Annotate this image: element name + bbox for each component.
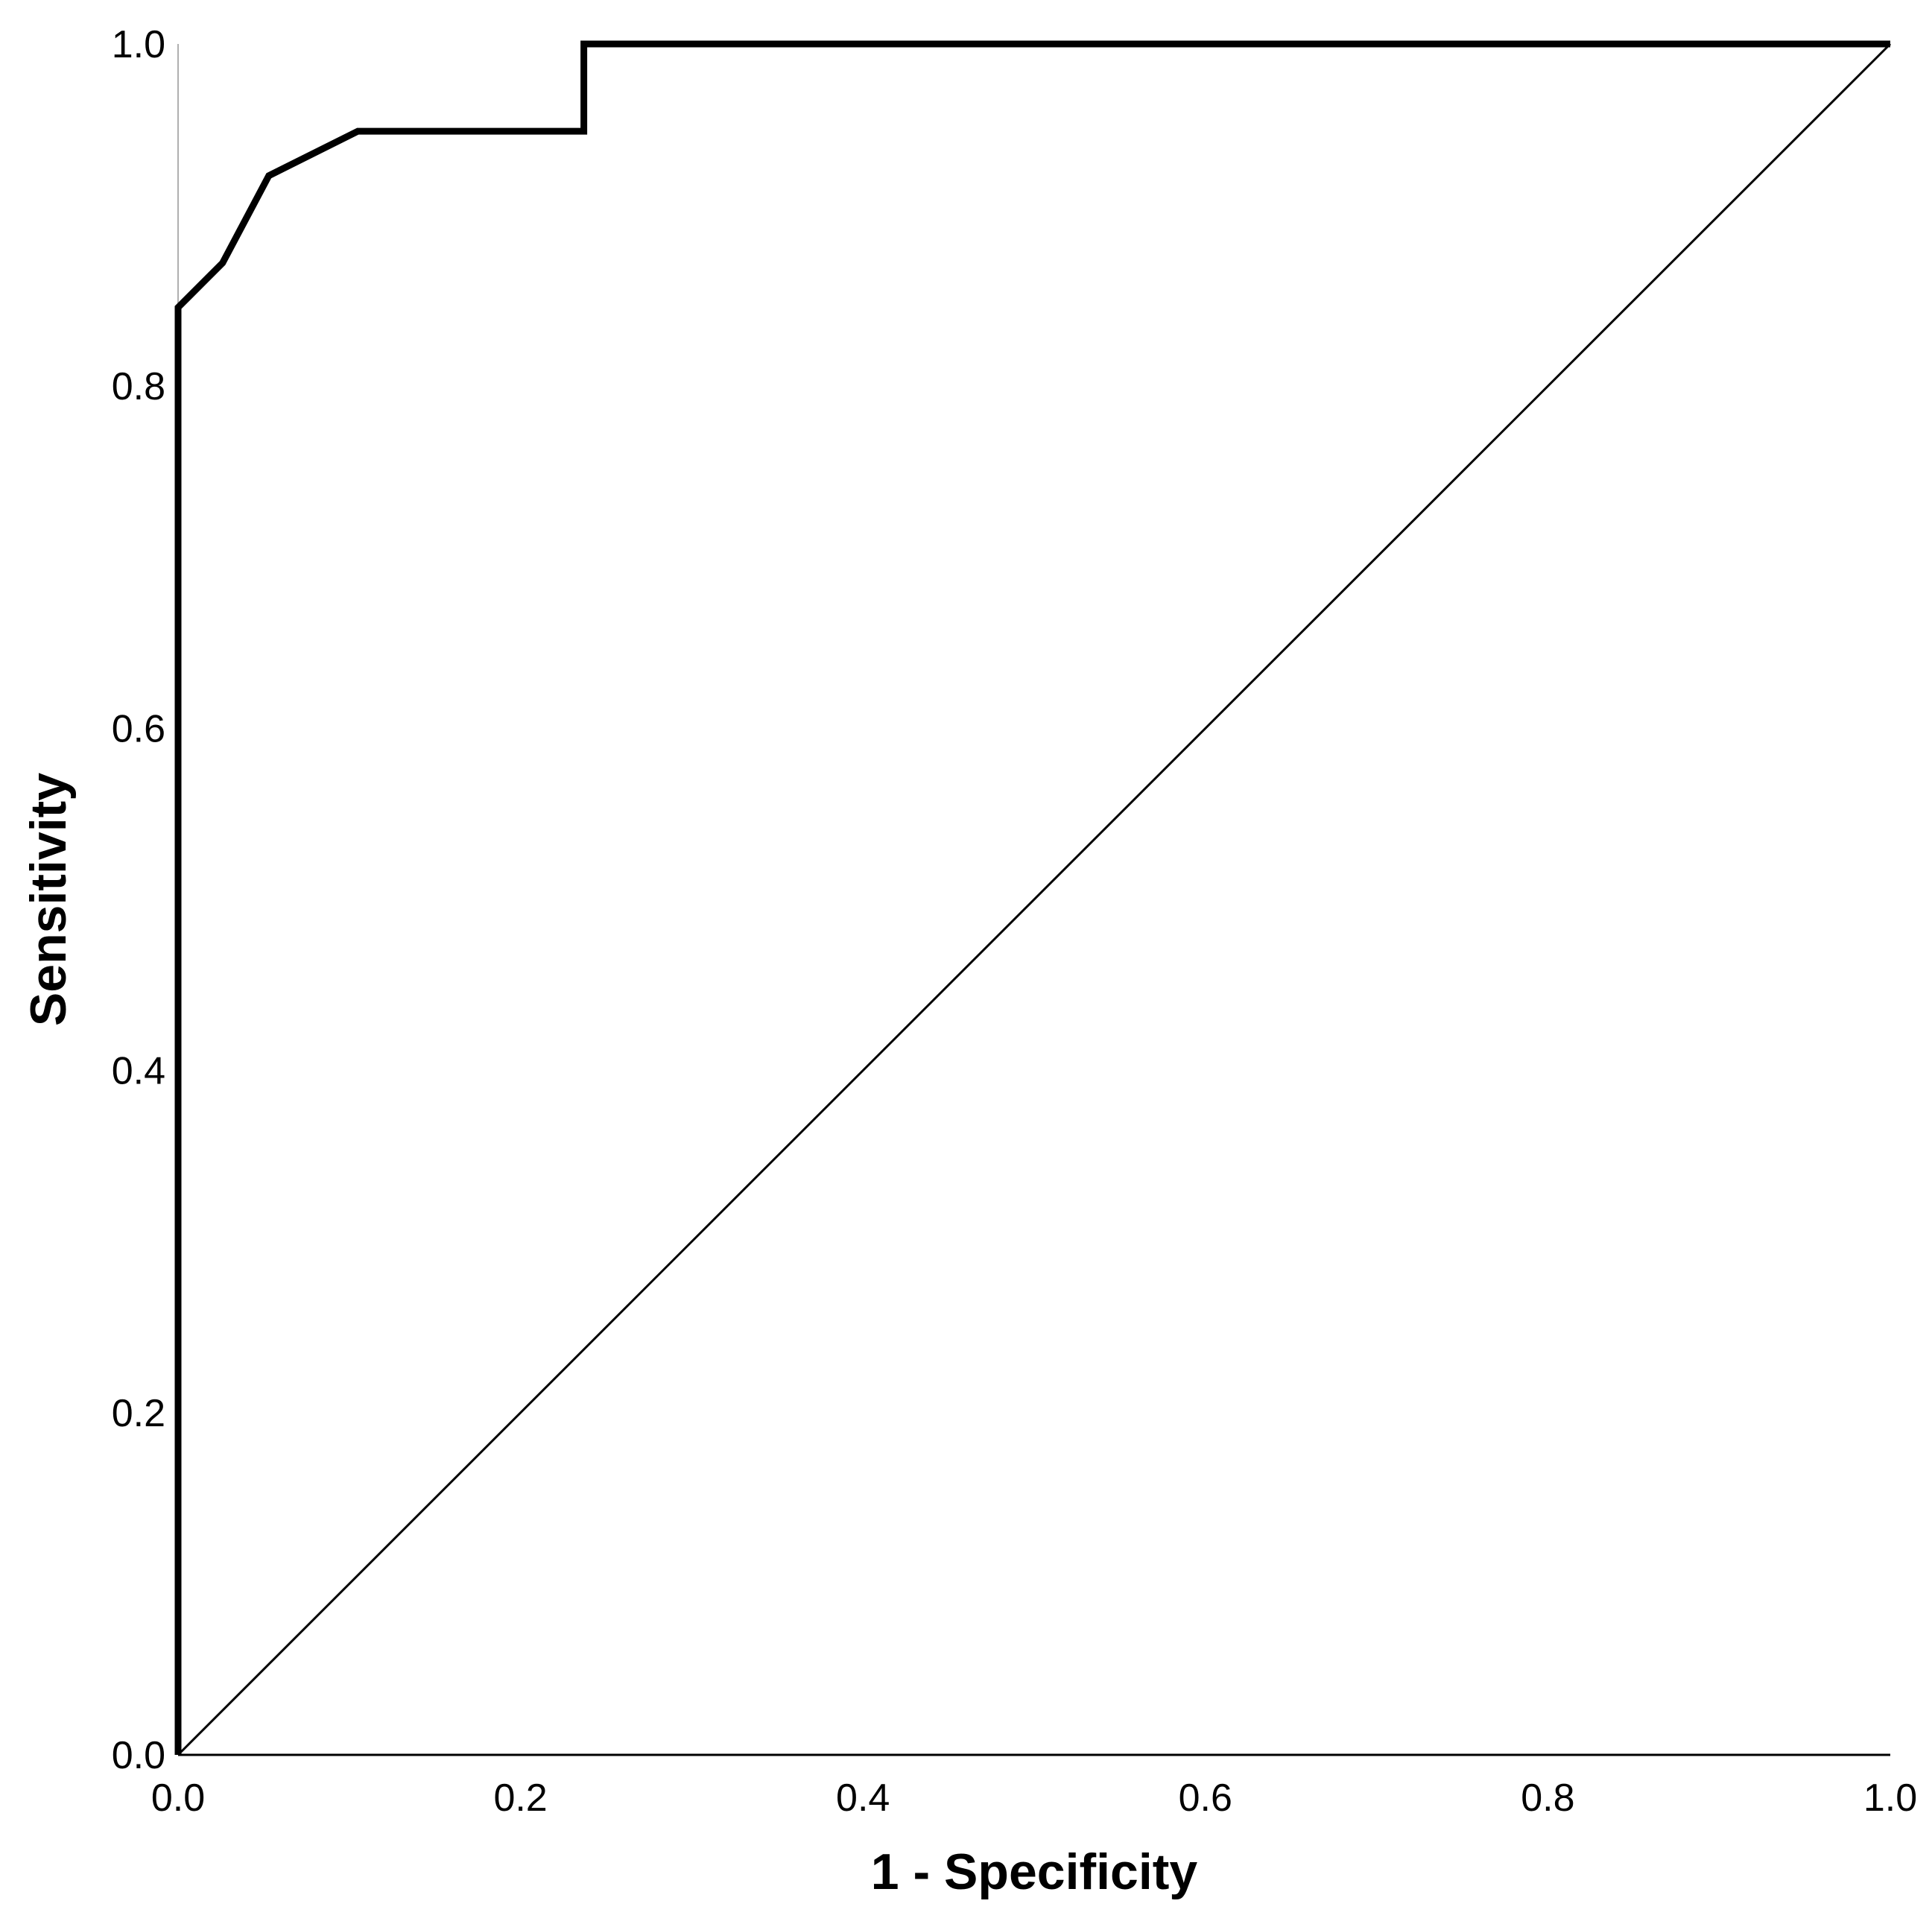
x-tick-label: 0.2 xyxy=(493,1776,547,1820)
x-tick-label: 0.0 xyxy=(151,1776,205,1820)
y-tick-label: 0.6 xyxy=(112,707,165,750)
x-tick-label: 0.8 xyxy=(1521,1776,1574,1820)
reference-diagonal-line xyxy=(177,42,1892,1756)
roc-curve-line xyxy=(174,40,1890,1755)
x-tick-label: 1.0 xyxy=(1863,1776,1917,1820)
y-axis-title: Sensitivity xyxy=(20,773,77,1026)
y-tick-label: 0.0 xyxy=(112,1734,165,1777)
y-tick-label: 0.2 xyxy=(112,1392,165,1435)
y-tick-label: 0.4 xyxy=(112,1050,165,1093)
x-axis-ticks: 0.0 0.2 0.4 0.6 0.8 1.0 xyxy=(151,1776,1917,1820)
y-tick-label: 0.8 xyxy=(112,365,165,408)
y-tick-label: 1.0 xyxy=(112,23,165,66)
x-tick-label: 0.4 xyxy=(836,1776,890,1820)
x-axis-title: 1 - Specificity xyxy=(871,1844,1198,1900)
x-tick-label: 0.6 xyxy=(1179,1776,1232,1820)
series-layer xyxy=(174,40,1892,1756)
y-axis-ticks: 0.0 0.2 0.4 0.6 0.8 1.0 xyxy=(112,23,165,1777)
